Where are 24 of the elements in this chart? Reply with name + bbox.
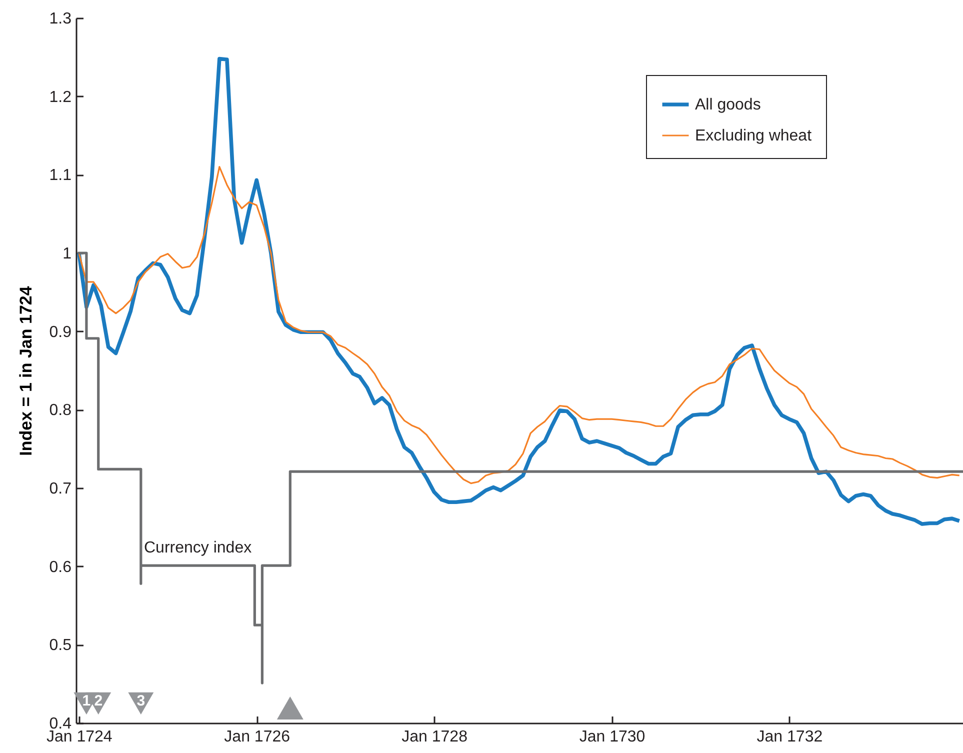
line-series [78, 166, 960, 484]
y-tick-label: 0.6 [49, 558, 72, 576]
y-tick-label: 0.8 [49, 402, 72, 420]
y-tick-label: 0.9 [49, 324, 72, 341]
y-tick-label: 0.5 [49, 637, 72, 654]
x-tick-label: Jan 1732 [756, 728, 823, 746]
y-tick-label: 1.1 [49, 167, 72, 184]
line-series [77, 56, 962, 526]
y-tick-label: 1 [62, 246, 72, 262]
series-label: Currency index [144, 540, 252, 557]
x-tick-label: Jan 1724 [46, 728, 112, 746]
x-tick-label: Jan 1728 [402, 728, 468, 746]
x-tick-label: Jan 1730 [579, 728, 646, 746]
y-tick-label: 1.2 [49, 88, 72, 106]
line-series [78, 252, 963, 684]
annotation: 1 [82, 692, 91, 710]
legend-label: All goods [695, 96, 761, 114]
y-axis-title: Index = 1 in Jan 1724 [16, 286, 36, 456]
y-tick-label: 0.7 [49, 480, 72, 498]
annotation: 3 [136, 692, 146, 710]
y-tick-label: 1.3 [49, 10, 72, 28]
annotation: 2 [94, 692, 103, 710]
legend-label: Excluding wheat [695, 128, 812, 144]
x-tick-label: Jan 1726 [224, 728, 290, 746]
